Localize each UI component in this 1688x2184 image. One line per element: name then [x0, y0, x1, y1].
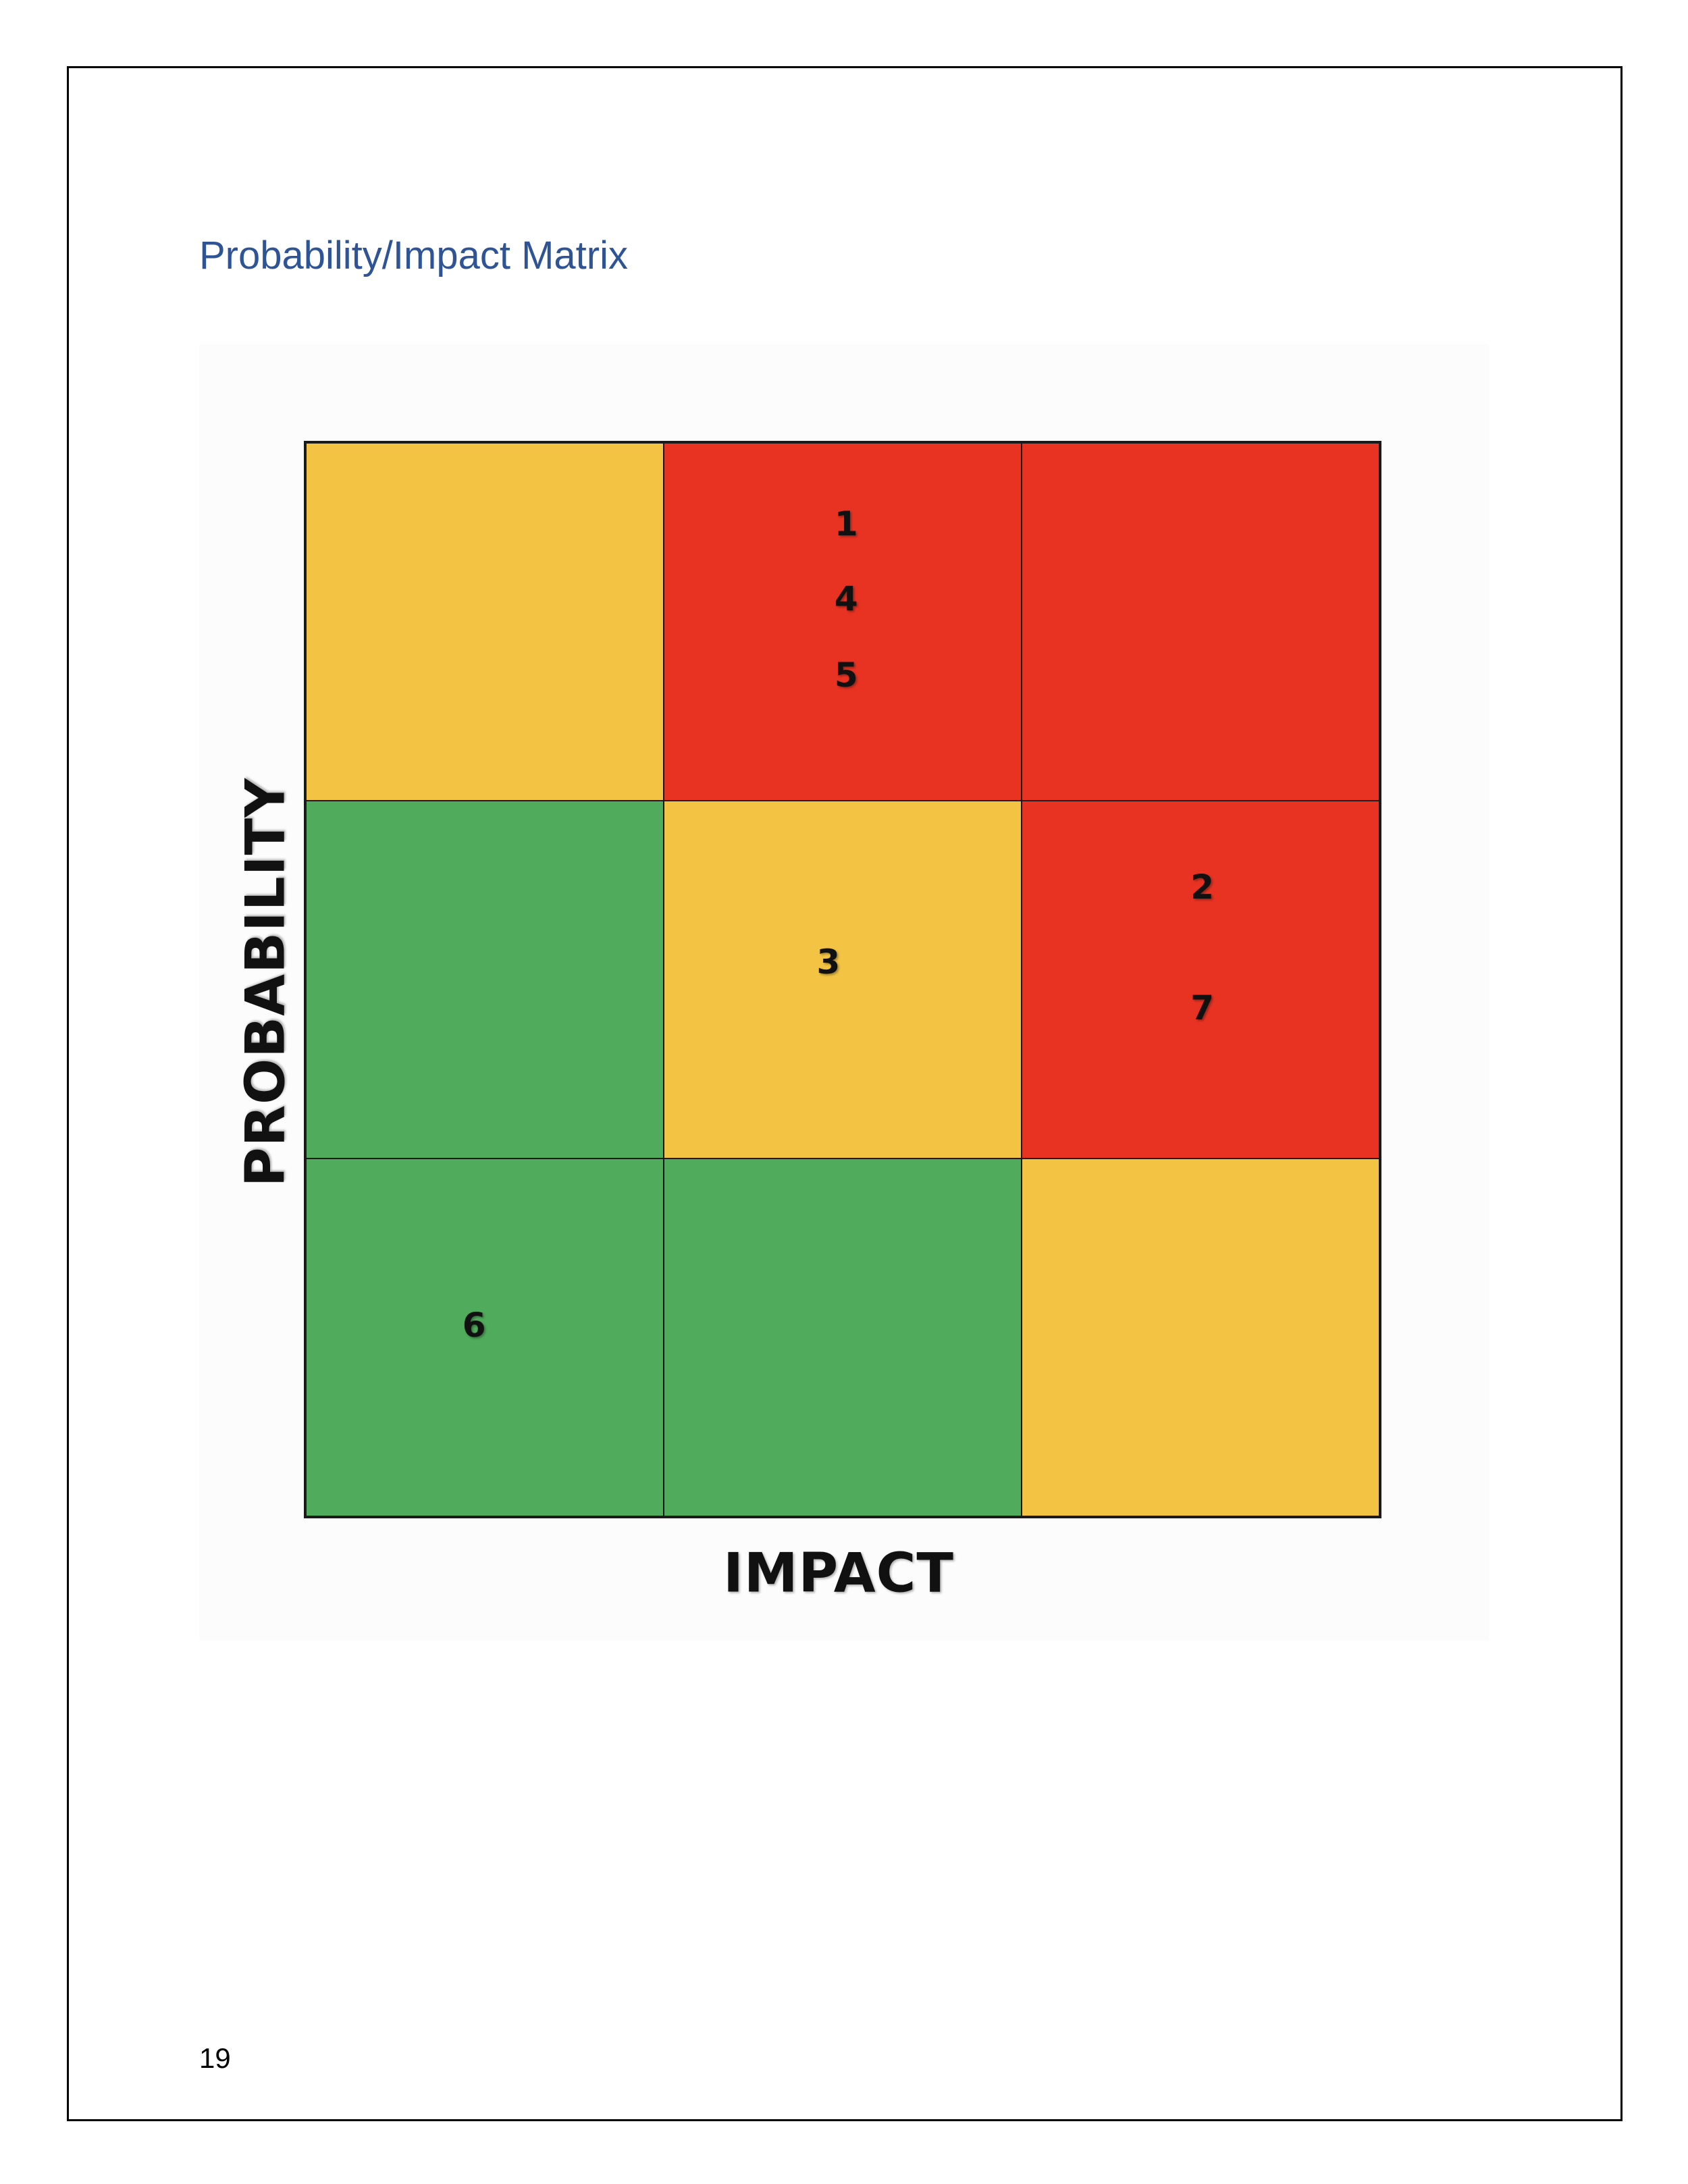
risk-marker: 4	[834, 579, 858, 618]
matrix-cell-r2-c0: 6	[306, 1158, 664, 1516]
risk-marker: 3	[816, 942, 841, 982]
probability-impact-matrix: 1 4 5 3 2 7 6	[304, 441, 1381, 1518]
matrix-cell-r0-c1: 1 4 5	[664, 443, 1022, 801]
y-axis-label: PROBABILITY	[234, 777, 297, 1188]
matrix-cell-r1-c2: 2 7	[1022, 801, 1379, 1158]
page-border	[67, 66, 1623, 2121]
matrix-cell-r2-c2	[1022, 1158, 1379, 1516]
page-number: 19	[199, 2042, 231, 2074]
page-heading: Probability/Impact Matrix	[199, 234, 628, 277]
x-axis-label: IMPACT	[723, 1541, 954, 1605]
matrix-cell-r1-c0	[306, 801, 664, 1158]
matrix-cell-r2-c1	[664, 1158, 1022, 1516]
matrix-cell-r0-c2	[1022, 443, 1379, 801]
risk-marker: 6	[462, 1305, 486, 1345]
matrix-cell-r1-c1: 3	[664, 801, 1022, 1158]
risk-marker: 5	[834, 656, 858, 695]
risk-marker: 2	[1190, 867, 1215, 907]
matrix-cell-r0-c0	[306, 443, 664, 801]
risk-marker: 7	[1190, 988, 1215, 1028]
risk-marker: 1	[834, 504, 858, 543]
